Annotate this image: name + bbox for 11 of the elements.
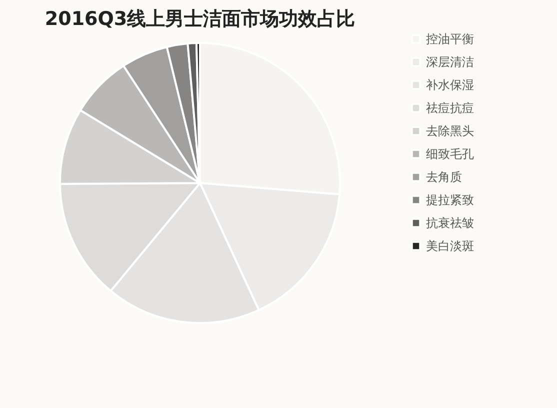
legend-label: 补水保湿 xyxy=(426,78,474,92)
legend-label: 去角质 xyxy=(426,170,462,184)
legend-label: 细致毛孔 xyxy=(426,147,474,161)
legend-label: 美白淡斑 xyxy=(426,239,474,253)
legend-label: 深层清洁 xyxy=(426,55,474,69)
legend-label: 祛痘抗痘 xyxy=(426,101,474,115)
legend-label: 控油平衡 xyxy=(426,32,474,46)
legend-label: 抗衰祛皱 xyxy=(426,216,474,230)
chart-title: 2016Q3线上男士洁面市场功效占比 xyxy=(44,8,356,30)
legend-label: 提拉紧致 xyxy=(426,193,474,207)
legend-label: 去除黑头 xyxy=(426,124,474,138)
